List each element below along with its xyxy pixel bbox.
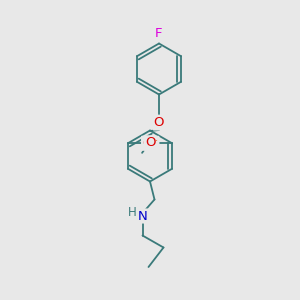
Text: O: O xyxy=(145,136,155,149)
Text: N: N xyxy=(138,209,147,223)
Text: O: O xyxy=(142,137,153,150)
Text: H: H xyxy=(128,206,136,219)
Text: Br: Br xyxy=(146,137,158,150)
Text: O: O xyxy=(154,116,164,130)
Text: methoxy: methoxy xyxy=(135,142,141,144)
Text: F: F xyxy=(155,27,163,40)
